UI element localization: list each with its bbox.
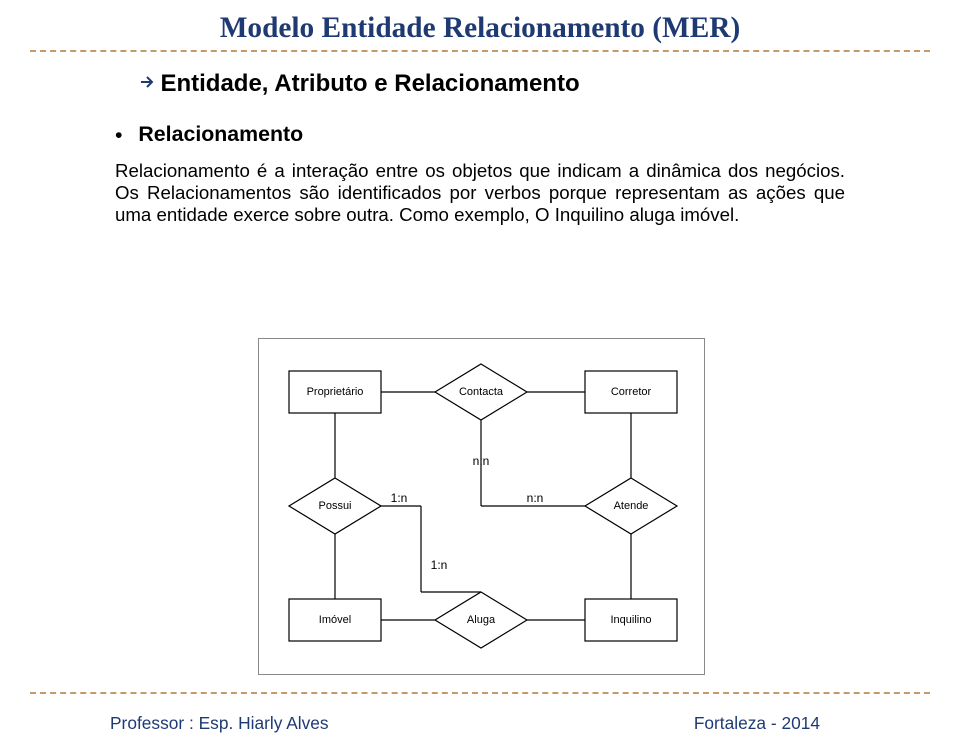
svg-text:Imóvel: Imóvel bbox=[319, 614, 351, 626]
page-title: Modelo Entidade Relacionamento (MER) bbox=[0, 12, 960, 45]
svg-text:Inquilino: Inquilino bbox=[611, 614, 652, 626]
body-paragraph: Relacionamento é a interação entre os ob… bbox=[115, 160, 845, 226]
svg-text:1:n: 1:n bbox=[431, 558, 448, 572]
svg-text:n:n: n:n bbox=[527, 491, 544, 505]
bullet-item: • Relacionamento bbox=[115, 122, 303, 148]
bottom-divider bbox=[30, 692, 930, 694]
svg-text:Possui: Possui bbox=[318, 500, 351, 512]
top-divider bbox=[30, 50, 930, 52]
er-diagram: Proprietário Corretor Imóvel Inquilino Conta… bbox=[258, 338, 705, 675]
svg-text:Proprietário: Proprietário bbox=[307, 386, 364, 398]
svg-text:Contacta: Contacta bbox=[459, 386, 504, 398]
bullet-text: Relacionamento bbox=[138, 122, 303, 146]
subheading-text: Entidade, Atributo e Relacionamento bbox=[160, 70, 579, 97]
subheading: Entidade, Atributo e Relacionamento bbox=[138, 70, 580, 98]
svg-text:1:n: 1:n bbox=[391, 491, 408, 505]
svg-text:n:n: n:n bbox=[473, 454, 490, 468]
footer-left: Professor : Esp. Hiarly Alves bbox=[110, 713, 329, 734]
svg-text:Aluga: Aluga bbox=[467, 614, 496, 626]
svg-text:Corretor: Corretor bbox=[611, 386, 652, 398]
bullet-dot-icon: • bbox=[115, 123, 122, 148]
slide-page: Modelo Entidade Relacionamento (MER) Ent… bbox=[0, 0, 960, 756]
footer-right: Fortaleza - 2014 bbox=[694, 713, 820, 734]
arrow-right-icon bbox=[138, 73, 156, 96]
svg-text:Atende: Atende bbox=[614, 500, 649, 512]
er-diagram-svg: Proprietário Corretor Imóvel Inquilino Conta… bbox=[259, 339, 704, 674]
